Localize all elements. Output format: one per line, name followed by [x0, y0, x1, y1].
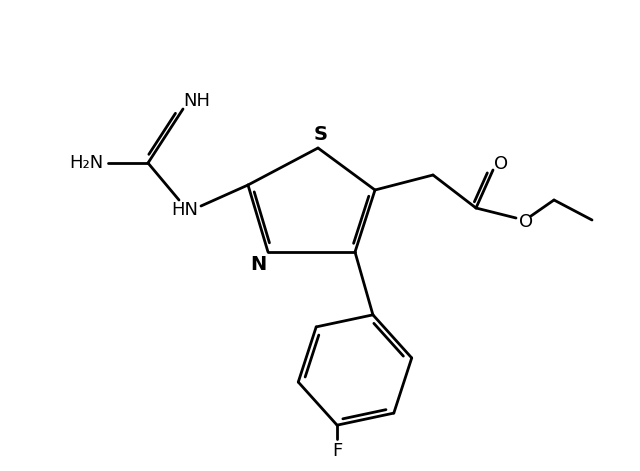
Text: N: N [250, 254, 266, 274]
Text: S: S [314, 125, 328, 145]
Text: HN: HN [172, 201, 198, 219]
Text: H₂N: H₂N [69, 154, 103, 172]
Text: NH: NH [184, 92, 211, 110]
Text: F: F [332, 442, 342, 460]
Text: O: O [519, 213, 533, 231]
Text: O: O [494, 155, 508, 173]
